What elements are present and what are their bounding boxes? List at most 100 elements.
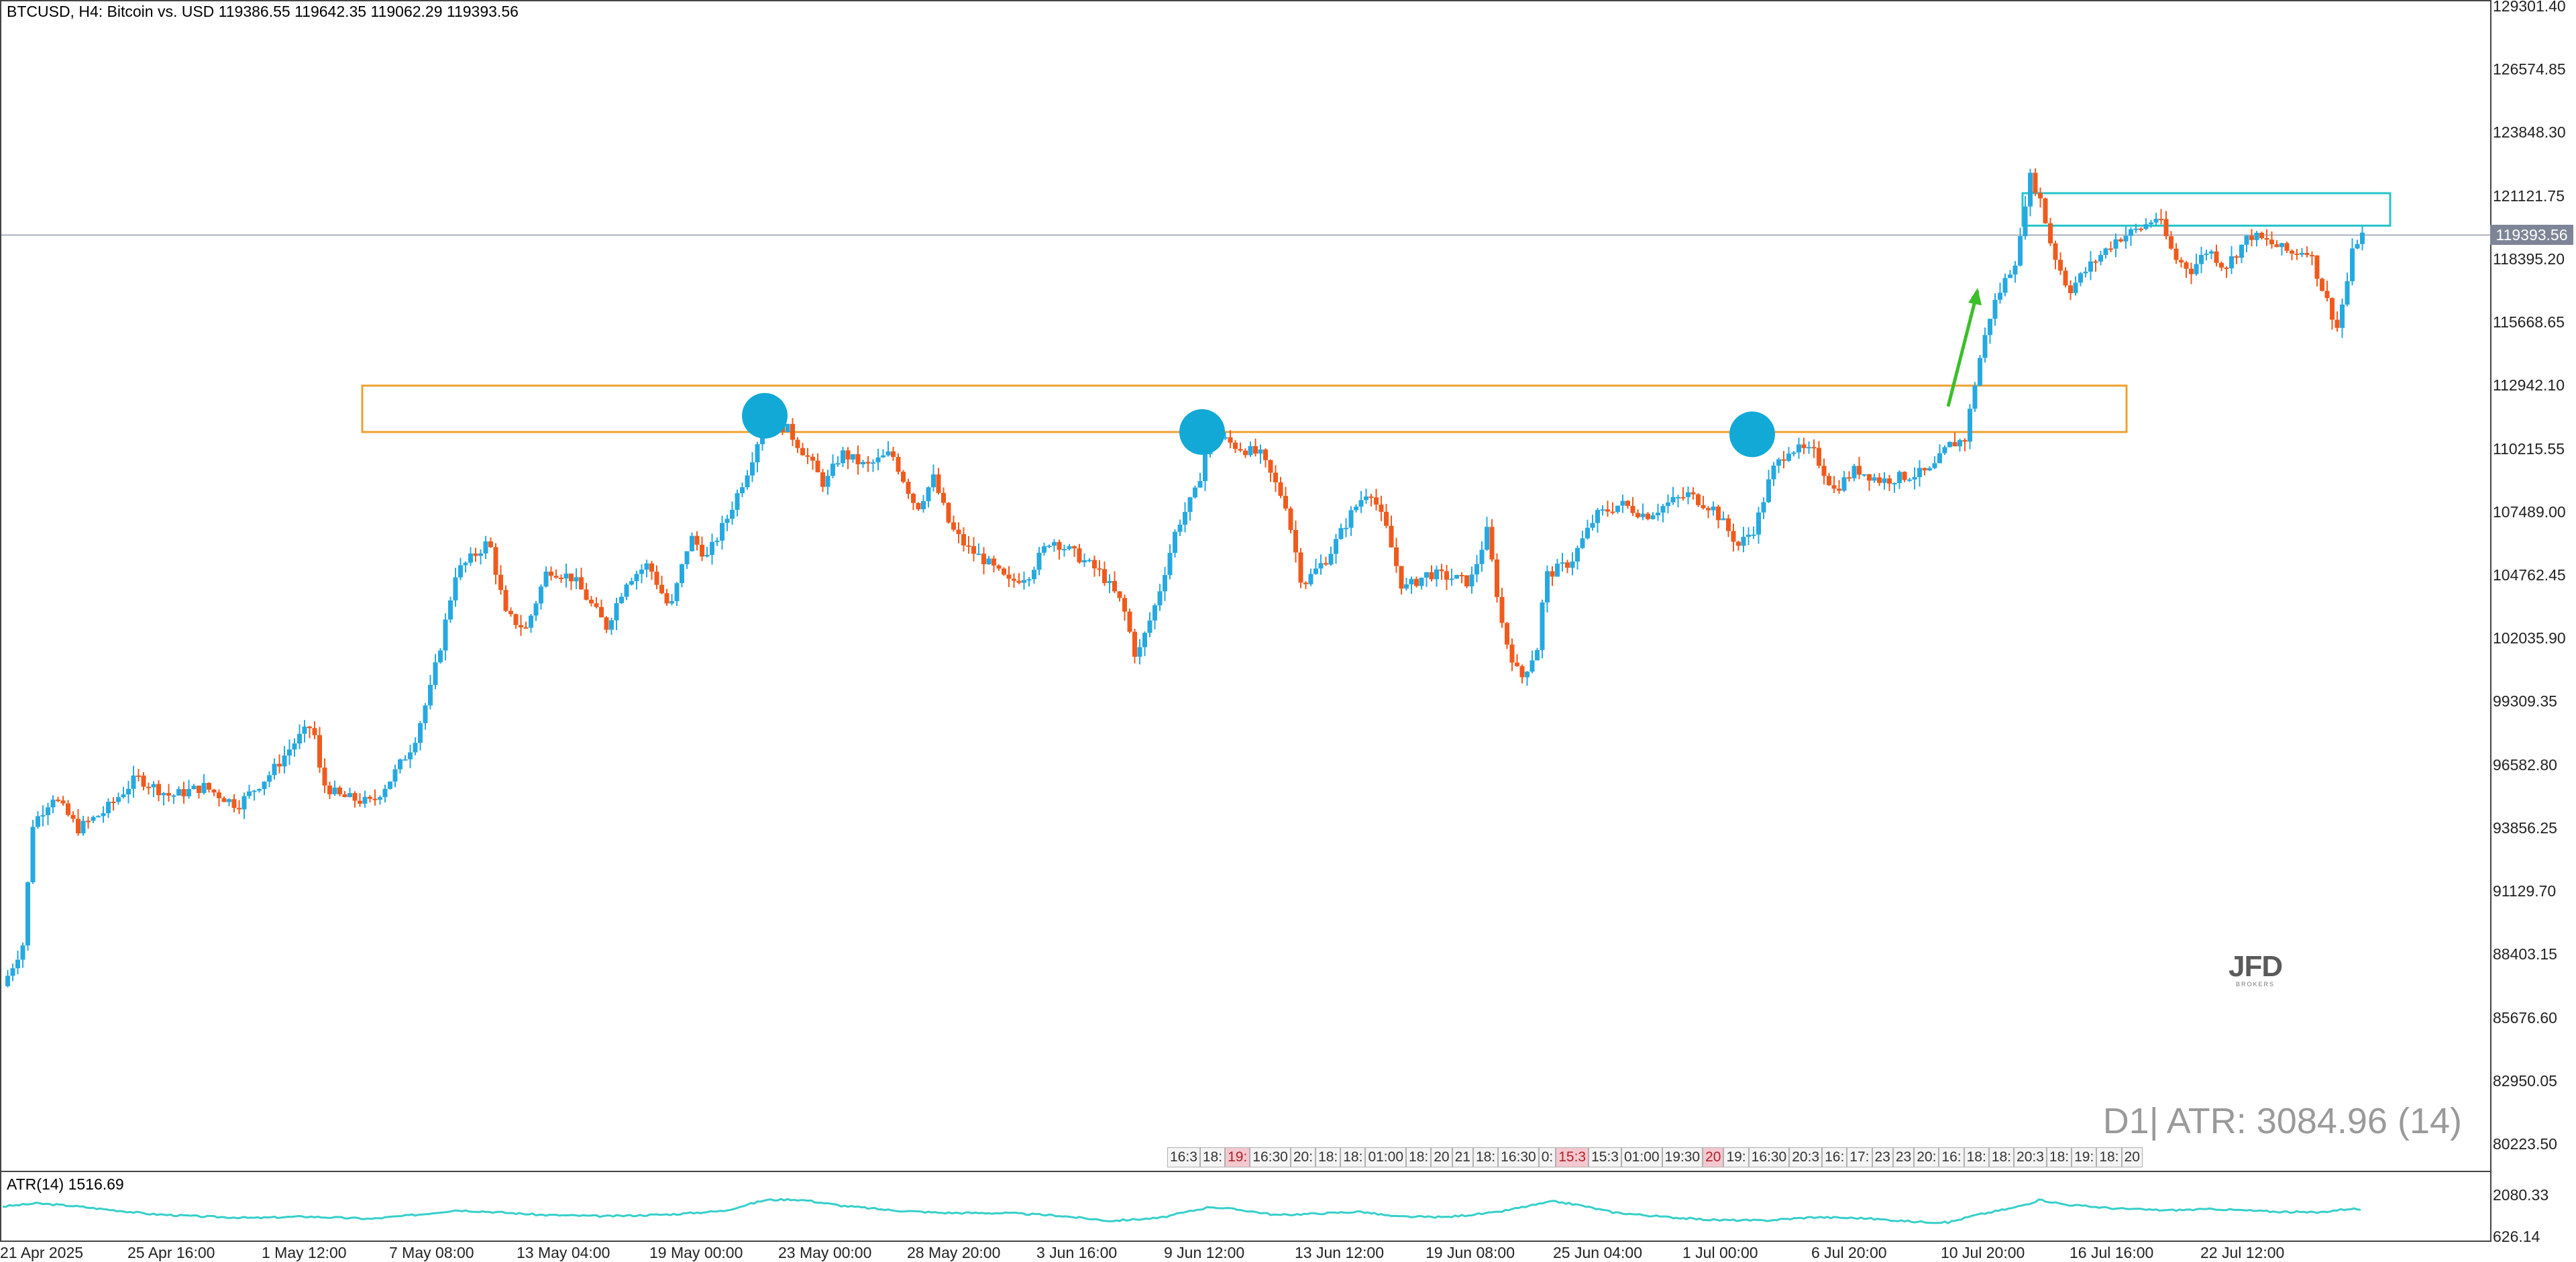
candle-body (50, 799, 56, 808)
candle-body (825, 476, 830, 487)
price-tick: 91129.70 (2493, 882, 2557, 900)
candle-body (1560, 562, 1565, 564)
candle-body (207, 782, 211, 790)
candle-body (2294, 253, 2300, 255)
candle-body (2129, 229, 2133, 236)
time-strip-cell: 16:3 (1167, 1147, 1200, 1167)
candle-body (1978, 358, 1982, 386)
candle-body (714, 540, 720, 542)
candle-body (800, 448, 805, 456)
candle-body (543, 571, 549, 587)
candle-body (1535, 649, 1540, 661)
candle-body (1228, 437, 1233, 443)
date-tick: 13 May 04:00 (517, 1244, 610, 1261)
atr-tick: 2080.33 (2493, 1186, 2549, 1204)
candle-body (1696, 494, 1701, 505)
candle-body (2043, 198, 2048, 223)
candle-body (398, 759, 402, 770)
candle-body (368, 796, 372, 799)
candle-body (2300, 252, 2304, 255)
date-tick: 13 Jun 12:00 (1295, 1244, 1385, 1261)
logo-main-text: JFD (2229, 950, 2283, 983)
candle-body (1721, 518, 1726, 521)
candle-body (1847, 477, 1851, 479)
candle-body (2304, 252, 2310, 256)
candle-body (1525, 672, 1529, 678)
candle-body (2078, 273, 2083, 283)
price-tick: 126574.85 (2493, 60, 2566, 78)
candle-body (211, 789, 217, 793)
candle-body (891, 451, 896, 458)
candle-body (498, 574, 503, 590)
candle-body (1238, 449, 1243, 451)
candle-body (10, 968, 15, 976)
price-tick: 88403.15 (2493, 945, 2557, 963)
candle-body (1570, 561, 1575, 568)
date-tick: 28 May 20:00 (907, 1244, 1001, 1261)
candle-body (1590, 523, 1595, 528)
candle-body (2139, 228, 2143, 230)
candle-body (488, 541, 493, 547)
candle-body (1374, 497, 1379, 505)
candle-body (1515, 662, 1519, 666)
resistance-touch-marker[interactable] (1729, 411, 1775, 458)
candle-body (921, 501, 926, 510)
date-tick: 19 Jun 08:00 (1426, 1244, 1515, 1261)
candle-body (654, 572, 659, 585)
candle-body (1680, 496, 1686, 498)
candle-body (418, 723, 423, 743)
top-range-box[interactable] (2021, 192, 2392, 227)
candle-body (1036, 552, 1042, 570)
candle-body (619, 596, 624, 604)
candle-body (1972, 385, 1978, 409)
time-strip-cell: 18: (1340, 1147, 1366, 1167)
candle-body (1670, 496, 1676, 503)
candle-body (2012, 265, 2018, 275)
candle-body (1892, 482, 1897, 484)
breakout-arrow[interactable] (1946, 290, 1980, 407)
candle-body (1947, 441, 1952, 448)
candle-body (1012, 578, 1016, 581)
candle-body (1509, 644, 1515, 663)
candle-body (1807, 447, 1811, 449)
candle-body (1364, 496, 1368, 501)
time-strip-cell: 15:3 (1556, 1147, 1589, 1167)
candle-body (1550, 571, 1555, 577)
date-tick: 7 May 08:00 (389, 1244, 474, 1261)
resistance-touch-marker[interactable] (1179, 409, 1225, 455)
candle-body (2149, 222, 2153, 225)
candle-body (961, 534, 966, 545)
candle-body (1610, 511, 1615, 513)
candle-body (2234, 256, 2239, 258)
candle-body (936, 474, 941, 493)
price-tick: 129301.40 (2493, 0, 2566, 15)
candle-body (181, 789, 186, 796)
candle-body (20, 945, 25, 960)
time-strip-cell: 18: (1964, 1147, 1989, 1167)
candle-body (463, 562, 468, 566)
candle-body (1756, 512, 1761, 535)
current-price-label: 119393.56 (2490, 225, 2573, 246)
candle-body (1016, 580, 1022, 583)
candle-body (221, 798, 227, 802)
candle-body (231, 799, 237, 808)
candle-body (161, 792, 166, 796)
candle-body (2048, 223, 2053, 244)
resistance-zone[interactable] (361, 384, 2128, 433)
candle-body (1922, 468, 1927, 471)
candle-body (56, 799, 60, 801)
candle-body (1183, 512, 1187, 525)
candle-body (2093, 261, 2098, 263)
candle-body (101, 813, 106, 817)
time-strip-cell: 18: (1199, 1147, 1226, 1167)
time-strip-cell: 15:3 (1589, 1147, 1621, 1167)
candle-body (1620, 501, 1625, 506)
candle-body (1726, 518, 1731, 531)
candle-body (1283, 496, 1288, 509)
time-strip-cell: 16:30 (1748, 1147, 1790, 1167)
candle-body (30, 827, 36, 883)
candle-body (589, 599, 594, 604)
candle-body (1857, 466, 1862, 475)
resistance-touch-marker[interactable] (742, 392, 788, 439)
